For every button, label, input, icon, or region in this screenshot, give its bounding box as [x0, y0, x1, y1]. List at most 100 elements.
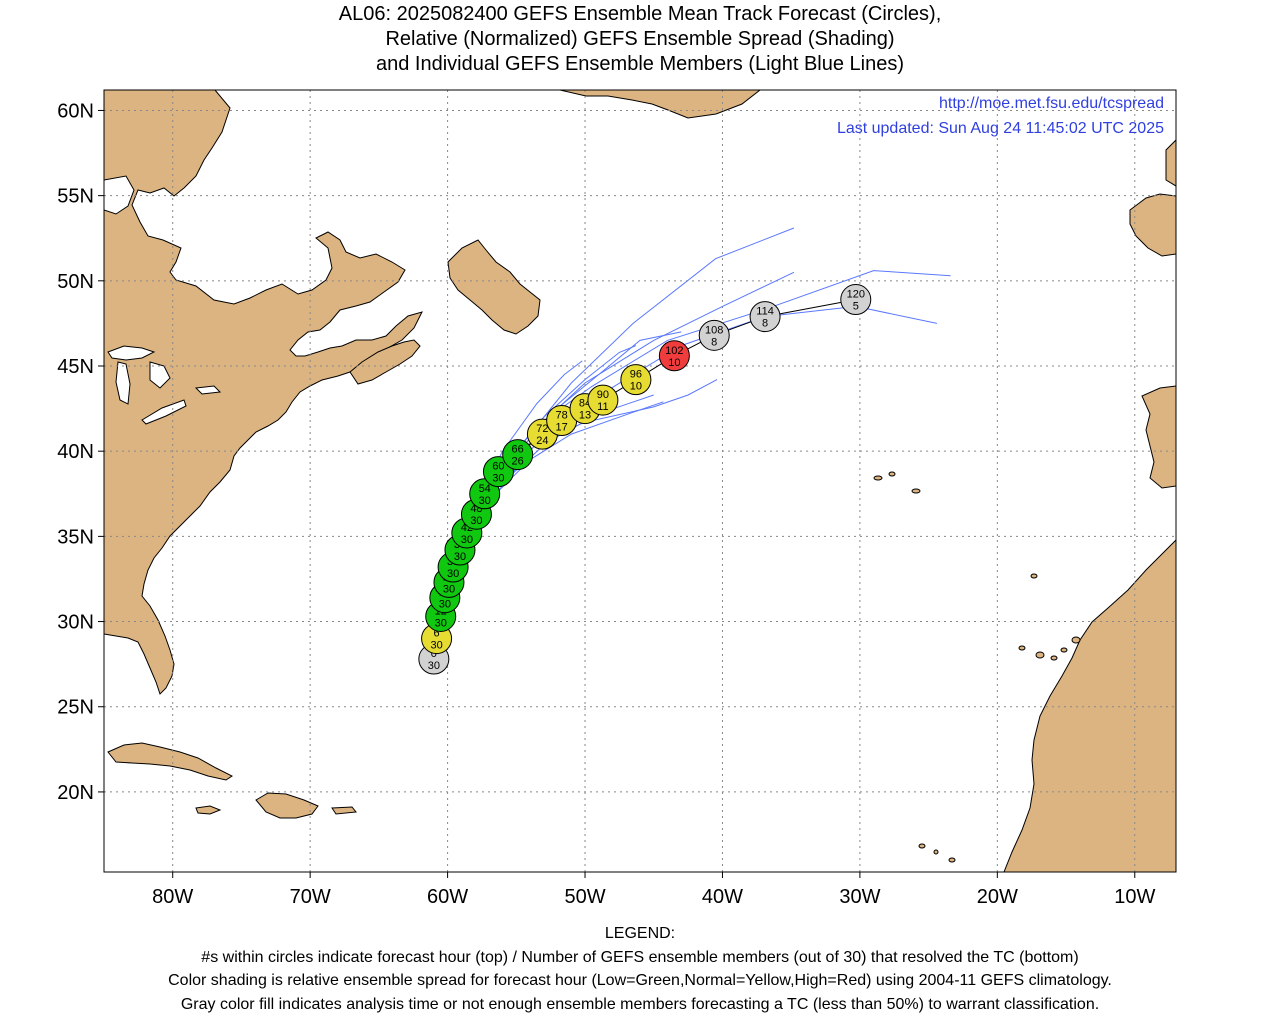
lake-erie [141, 399, 187, 425]
lon-tick-label: 20W [977, 886, 1018, 908]
forecast-hour-label: 114 [756, 306, 774, 318]
credit-url[interactable]: http://moe.met.fsu.edu/tcspread [939, 95, 1164, 112]
lake-huron [149, 361, 171, 389]
lon-tick-label: 40W [702, 886, 743, 908]
hudson-bay-part [104, 175, 135, 215]
lon-tick-label: 70W [290, 886, 331, 908]
small-islands [873, 471, 1081, 863]
member-count-label: 10 [668, 357, 680, 369]
forecast-hour-label: 60 [492, 461, 504, 473]
mean-track-circles: 0306301230183024303030363042304830543060… [418, 284, 872, 675]
forecast-hour-label: 0 [431, 648, 437, 660]
lon-tick-label: 30W [839, 886, 880, 908]
member-count-label: 24 [536, 435, 548, 447]
member-count-label: 30 [428, 660, 440, 672]
member-count-label: 30 [492, 473, 504, 485]
lat-tick-label: 35N [57, 526, 94, 548]
lat-tick-label: 25N [57, 697, 94, 719]
member-count-label: 30 [479, 495, 491, 507]
lakes [104, 175, 222, 425]
ocean-background [104, 90, 1176, 872]
member-count-label: 30 [447, 568, 459, 580]
member-count-label: 30 [470, 515, 482, 527]
legend-line-1: #s within circles indicate forecast hour… [201, 948, 1079, 966]
forecast-hour-label: 90 [597, 389, 609, 401]
member-count-label: 30 [435, 617, 447, 629]
puerto-rico [331, 806, 357, 815]
africa [1003, 539, 1176, 872]
track-circle [587, 384, 619, 416]
nova-scotia [349, 339, 421, 385]
lon-tick-label: 10W [1114, 886, 1155, 908]
forecast-hour-label: 66 [512, 444, 524, 456]
lon-tick-label: 80W [152, 886, 193, 908]
newfoundland [447, 239, 541, 335]
lat-tick-label: 50N [57, 271, 94, 293]
member-count-label: 11 [597, 401, 608, 413]
track-circle [840, 284, 872, 316]
lake-superior [107, 345, 156, 361]
member-count-label: 5 [853, 301, 859, 313]
member-count-label: 8 [762, 318, 768, 330]
member-count-label: 26 [512, 456, 524, 468]
forecast-hour-label: 102 [665, 345, 683, 357]
member-count-label: 30 [443, 583, 455, 595]
lat-tick-label: 20N [57, 782, 94, 804]
member-count-label: 17 [556, 422, 568, 434]
forecast-hour-label: 54 [479, 483, 491, 495]
track-circle [749, 301, 781, 333]
lat-tick-label: 45N [57, 356, 94, 378]
track-circle [658, 340, 690, 372]
land-layer [104, 90, 1176, 872]
legend-line-3: Gray color fill indicates analysis time … [180, 995, 1100, 1013]
member-count-label: 10 [630, 381, 642, 393]
member-count-label: 30 [461, 534, 473, 546]
ireland [1129, 193, 1176, 257]
title-line-3: and Individual GEFS Ensemble Members (Li… [375, 53, 905, 75]
iberia [1141, 385, 1176, 489]
north-america-land [104, 90, 423, 695]
lon-axis: 80W 70W 60W 50W 40W 30W 20W 10W [152, 872, 1155, 908]
forecast-hour-label: 72 [536, 423, 548, 435]
lon-tick-label: 50W [564, 886, 605, 908]
hispaniola [255, 792, 319, 819]
title-line-2: Relative (Normalized) GEFS Ensemble Spre… [385, 28, 895, 50]
lat-axis: 20N 25N 30N 35N 40N 45N 50N 55N 60N [57, 100, 104, 804]
forecast-hour-label: 96 [630, 369, 642, 381]
lake-ontario [194, 385, 222, 395]
member-count-label: 8 [711, 336, 717, 348]
member-count-label: 30 [454, 551, 466, 563]
lake-michigan [115, 361, 131, 405]
member-count-label: 13 [579, 410, 591, 422]
track-circle [502, 439, 534, 471]
lat-tick-label: 55N [57, 186, 94, 208]
lat-tick-label: 40N [57, 441, 94, 463]
scotland [1165, 139, 1176, 187]
lat-tick-label: 30N [57, 612, 94, 634]
member-count-label: 30 [439, 599, 451, 611]
lat-tick-label: 60N [57, 100, 94, 122]
forecast-hour-label: 78 [556, 410, 568, 422]
forecast-hour-label: 108 [705, 324, 723, 336]
legend-heading: LEGEND: [604, 925, 676, 942]
forecast-hour-label: 6 [434, 628, 440, 640]
grid-lines [104, 90, 1176, 872]
legend: LEGEND: #s within circles indicate forec… [0, 922, 1280, 1016]
member-count-label: 30 [430, 640, 442, 652]
jamaica [195, 805, 222, 815]
lon-tick-label: 60W [427, 886, 468, 908]
plot-frame [103, 89, 1177, 873]
track-circle [698, 319, 730, 351]
forecast-hour-label: 120 [847, 289, 865, 301]
last-updated: Last updated: Sun Aug 24 11:45:02 UTC 20… [837, 120, 1164, 137]
